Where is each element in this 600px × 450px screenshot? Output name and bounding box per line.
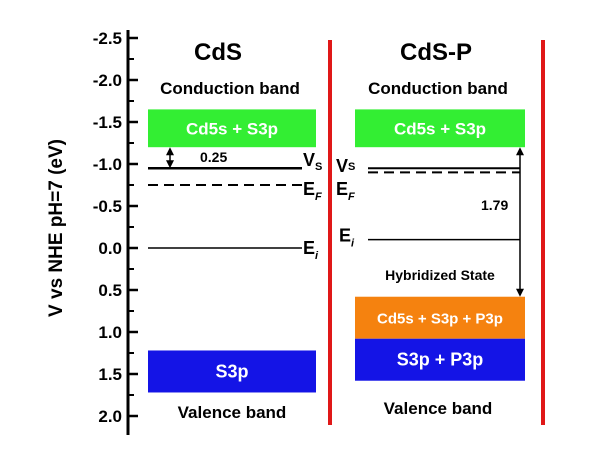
y-axis-label: V vs NHE pH=7 (eV) bbox=[46, 139, 67, 317]
right-valence-band-box bbox=[355, 338, 525, 381]
right-conduction-band-label: Conduction band bbox=[368, 79, 508, 98]
y-tick-label: 1.0 bbox=[98, 323, 122, 342]
left-valence-band-text: S3p bbox=[215, 361, 248, 381]
y-tick-label: -2.5 bbox=[93, 29, 122, 48]
y-tick-label: -1.0 bbox=[93, 155, 122, 174]
left-conduction-band-text: Cd5s + S3p bbox=[186, 119, 278, 138]
left-gap-value: 0.25 bbox=[200, 149, 227, 165]
y-tick-label: 2.0 bbox=[98, 407, 122, 426]
left-gap-arrow bbox=[166, 147, 174, 169]
left-valence-band-label: Valence band bbox=[178, 403, 287, 422]
right-ef-label: EF bbox=[336, 179, 355, 203]
right-vs-label: VS bbox=[336, 156, 355, 176]
y-axis-ticks: -2.5 -2.0 -1.5 -1.0 -0.5 0.0 0.5 1.0 1.5 2.0 bbox=[93, 29, 138, 426]
hybridized-state-label: Hybridized State bbox=[385, 267, 495, 283]
right-gap-value: 1.79 bbox=[481, 197, 508, 213]
y-tick-label: -1.5 bbox=[93, 113, 122, 132]
right-conduction-band-box bbox=[355, 109, 525, 148]
right-valence-band-label: Valence band bbox=[384, 399, 493, 418]
hybridized-band-text: Cd5s + S3p + P3p bbox=[377, 311, 503, 328]
right-gap-arrow bbox=[516, 147, 524, 297]
left-conduction-band-box bbox=[148, 109, 316, 148]
y-tick-label: -0.5 bbox=[93, 197, 122, 216]
left-panel-title: CdS bbox=[194, 39, 242, 66]
y-tick-label: 1.5 bbox=[98, 365, 122, 384]
y-tick-label: -2.0 bbox=[93, 71, 122, 90]
left-valence-band-box bbox=[148, 350, 316, 393]
right-ei-label: Ei bbox=[339, 226, 355, 250]
y-tick-label: 0.5 bbox=[98, 281, 122, 300]
left-conduction-band-label: Conduction band bbox=[160, 79, 300, 98]
left-ei-label: Ei bbox=[303, 238, 319, 262]
left-vs-label: VS bbox=[303, 150, 322, 173]
left-ef-label: EF bbox=[303, 179, 322, 203]
hybridized-band-box bbox=[355, 296, 525, 339]
right-valence-band-text: S3p + P3p bbox=[397, 350, 484, 370]
right-panel-title: CdS-P bbox=[400, 39, 472, 66]
y-tick-label: 0.0 bbox=[98, 239, 122, 258]
right-conduction-band-text: Cd5s + S3p bbox=[394, 119, 486, 138]
